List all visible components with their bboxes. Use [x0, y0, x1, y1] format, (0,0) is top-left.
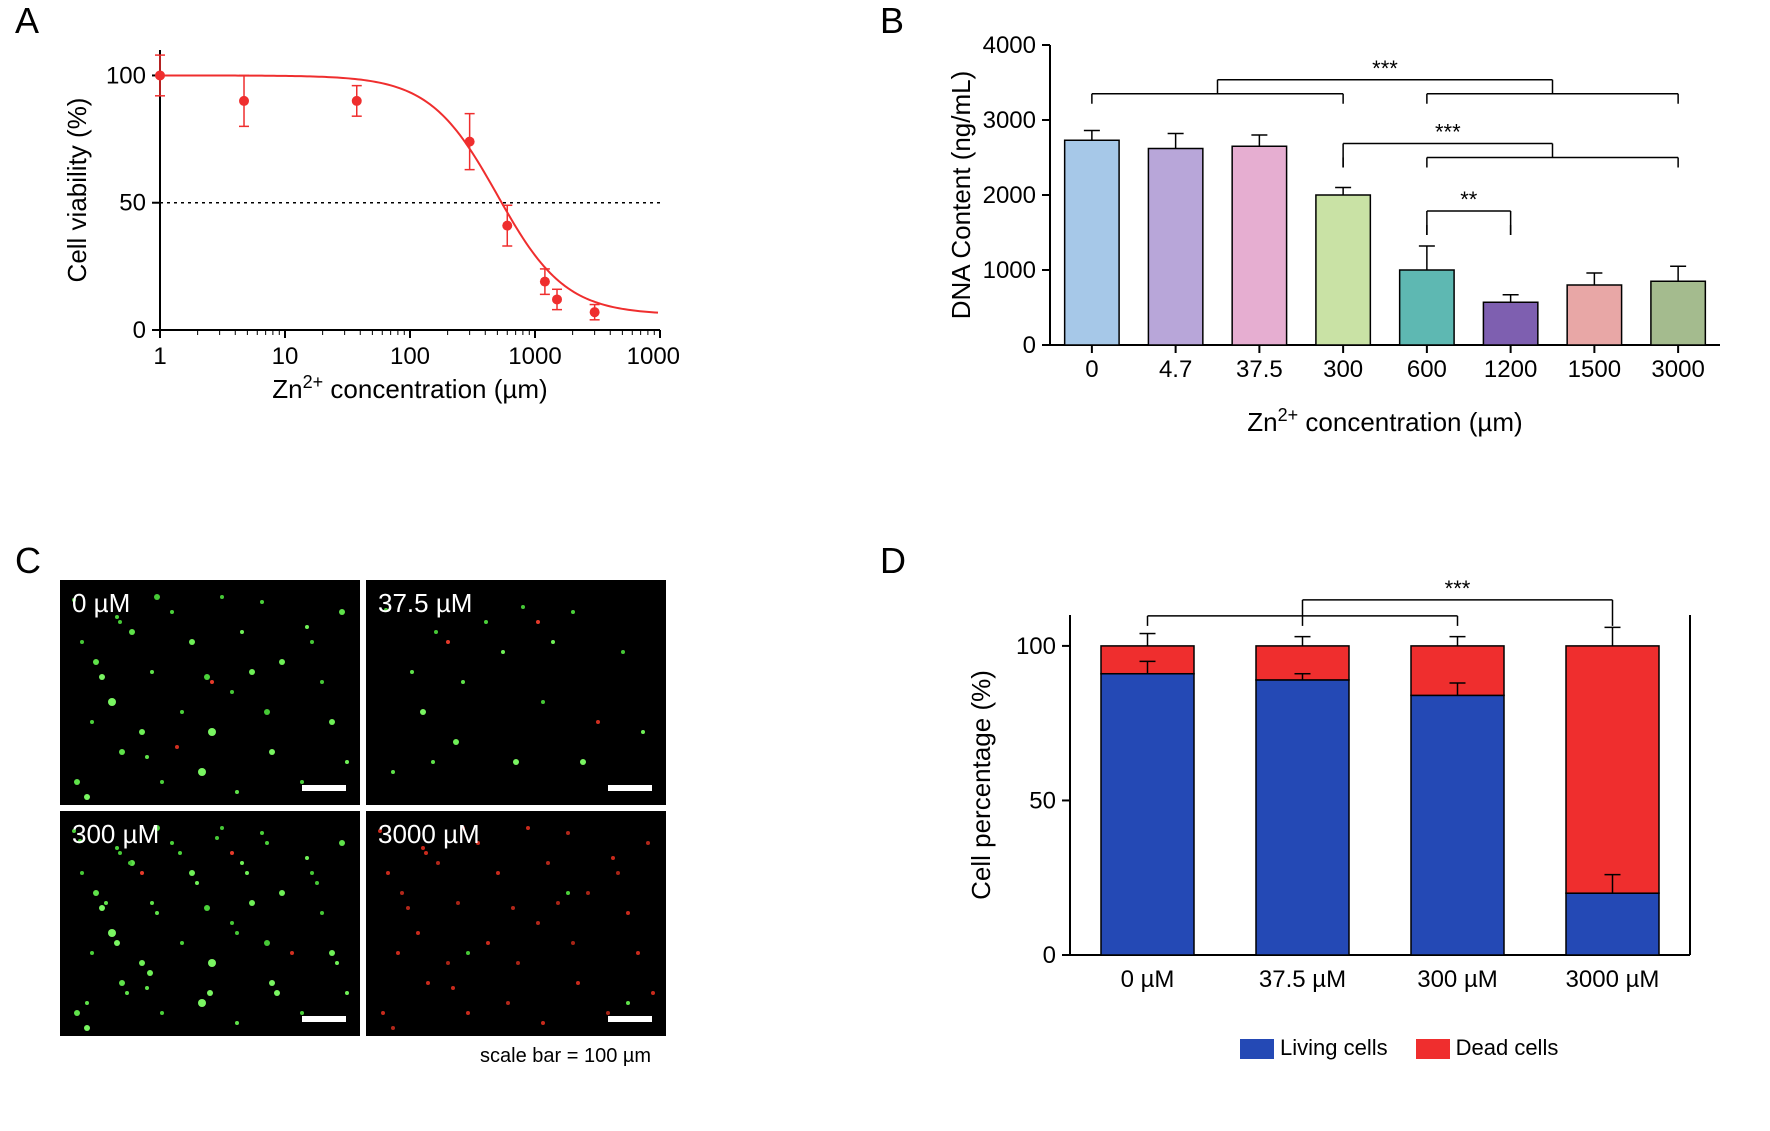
figure-root: A B C D 050100110100100010000Zn2+ concen…: [0, 0, 1770, 1131]
svg-text:50: 50: [1029, 787, 1056, 814]
panel-label-d: D: [880, 540, 906, 582]
svg-text:100: 100: [1016, 633, 1056, 660]
svg-text:10: 10: [272, 343, 299, 370]
svg-text:300 µM: 300 µM: [1417, 966, 1498, 993]
svg-text:Cell viability (%): Cell viability (%): [62, 98, 92, 283]
legend-label: Living cells: [1280, 1035, 1388, 1060]
svg-text:***: ***: [1372, 56, 1398, 81]
panel-label-b: B: [880, 0, 904, 42]
panel-label-a: A: [15, 0, 39, 42]
svg-text:600: 600: [1407, 356, 1447, 383]
micro-0um: 0 µM: [60, 580, 360, 805]
svg-text:0: 0: [133, 317, 146, 344]
svg-text:37.5 µM: 37.5 µM: [1259, 966, 1346, 993]
svg-text:0: 0: [1043, 942, 1056, 969]
legend-label: Dead cells: [1456, 1035, 1559, 1060]
legend-item-living: Living cells: [1240, 1035, 1388, 1061]
svg-text:0: 0: [1023, 332, 1036, 359]
scalebar: [302, 785, 346, 791]
svg-text:3000: 3000: [983, 107, 1036, 134]
svg-text:10000: 10000: [627, 343, 680, 370]
micro-300um: 300 µM: [60, 811, 360, 1036]
micro-tag: 300 µM: [72, 819, 159, 850]
svg-text:3000: 3000: [1651, 356, 1704, 383]
svg-text:1500: 1500: [1568, 356, 1621, 383]
svg-text:Zn2+ concentration (µm): Zn2+ concentration (µm): [272, 372, 547, 404]
svg-text:***: ***: [1445, 576, 1471, 601]
svg-text:3000 µM: 3000 µM: [1566, 966, 1660, 993]
panel-d-svg: 0 50 100 0 µM 37.5 µM 300 µM 3000 µM *** Cell pe…: [960, 565, 1720, 1025]
svg-text:1200: 1200: [1484, 356, 1537, 383]
svg-text:0: 0: [1085, 356, 1098, 383]
svg-text:1000: 1000: [508, 343, 561, 370]
panel-d: 0 50 100 0 µM 37.5 µM 300 µM 3000 µM *** Cell pe…: [960, 565, 1720, 1025]
micro-tag: 3000 µM: [378, 819, 480, 850]
legend-item-dead: Dead cells: [1416, 1035, 1559, 1061]
svg-text:37.5: 37.5: [1236, 356, 1283, 383]
panel-c: 0 µM 37.5 µM 300 µM 3000 µM scale bar = …: [60, 580, 666, 1036]
scalebar: [302, 1016, 346, 1022]
panel-a-svg: 0 50 100 1 10 100 1000 10000 Zn2+ concentration …: [60, 30, 680, 410]
svg-text:Cell percentage (%): Cell percentage (%): [966, 670, 996, 900]
micro-tag: 37.5 µM: [378, 588, 472, 619]
svg-text:100: 100: [390, 343, 430, 370]
micro-tag: 0 µM: [72, 588, 130, 619]
panel-a: 0 50 100 1 10 100 1000 10000 Zn2+ concentration …: [60, 30, 680, 410]
svg-text:4.7: 4.7: [1159, 356, 1192, 383]
panel-d-legend: Living cells Dead cells: [1240, 1035, 1558, 1061]
svg-text:100: 100: [106, 62, 146, 89]
svg-text:0 µM: 0 µM: [1121, 966, 1175, 993]
scalebar-caption: scale bar = 100 µm: [480, 1045, 651, 1068]
scalebar: [608, 1016, 652, 1022]
svg-text:2000: 2000: [983, 182, 1036, 209]
svg-text:300: 300: [1323, 356, 1363, 383]
svg-text:Zn2+ concentration (µm): Zn2+ concentration (µm): [1247, 405, 1522, 437]
svg-text:***: ***: [1435, 120, 1461, 145]
svg-text:1: 1: [153, 343, 166, 370]
svg-text:**: **: [1460, 187, 1478, 212]
micro-37um: 37.5 µM: [366, 580, 666, 805]
micro-3000um: 3000 µM: [366, 811, 666, 1036]
microscopy-grid: 0 µM 37.5 µM 300 µM 3000 µM: [60, 580, 666, 1036]
svg-text:DNA Content (ng/mL): DNA Content (ng/mL): [946, 71, 976, 320]
svg-text:4000: 4000: [983, 32, 1036, 59]
svg-text:50: 50: [119, 190, 146, 217]
panel-b-svg: 0 1000 2000 3000 4000 0 4.7 37.5 300 600 1200 1500 3…: [940, 15, 1740, 445]
panel-b: 0 1000 2000 3000 4000 0 4.7 37.5 300 600 1200 1500 3…: [940, 15, 1740, 445]
scalebar: [608, 785, 652, 791]
panel-label-c: C: [15, 540, 41, 582]
svg-text:1000: 1000: [983, 257, 1036, 284]
